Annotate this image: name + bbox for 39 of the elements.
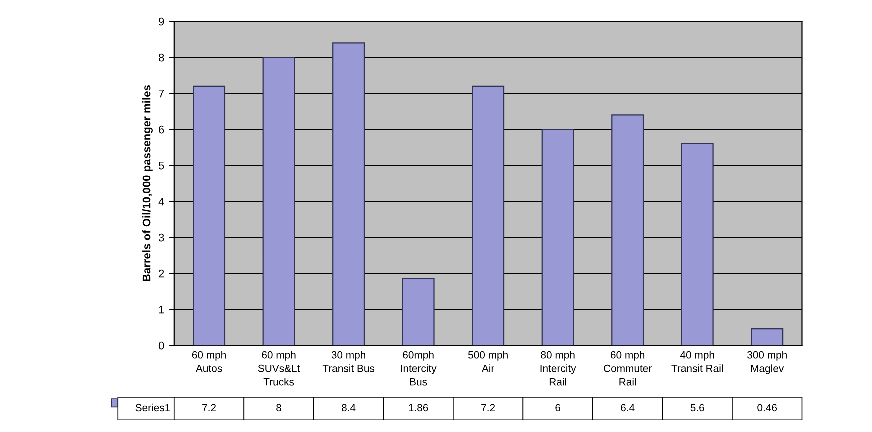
- x-tick-label: 80 mph Intercity Rail: [540, 351, 576, 386]
- x-tick-label: 60 mph SUVs&Lt Trucks: [258, 351, 300, 386]
- bar: [542, 129, 574, 346]
- bar: [472, 86, 505, 346]
- data-label: 1.86: [409, 404, 428, 412]
- y-tick-label: 6: [159, 126, 164, 134]
- x-tick-label: 30 mph Transit Bus: [322, 351, 375, 372]
- x-tick-label: 40 mph Transit Rail: [672, 351, 724, 372]
- data-label: 7.2: [482, 404, 496, 412]
- y-tick-label: 3: [158, 234, 164, 242]
- y-tick-label: 9: [159, 18, 164, 26]
- data-label: 5.6: [690, 404, 704, 412]
- y-axis-title: Barrels of Oil/10,000 passenger miles: [142, 86, 153, 282]
- y-tick-label: 7: [159, 90, 164, 98]
- bar: [193, 86, 226, 346]
- data-label: 0.46: [758, 404, 778, 412]
- bar: [612, 114, 644, 346]
- y-tick-label: 1: [159, 306, 164, 314]
- legend-label: Series1: [136, 404, 170, 412]
- y-tick-label: 8: [158, 54, 164, 62]
- data-label: 6.4: [621, 404, 635, 412]
- x-tick-label: 500 mph Air: [468, 351, 508, 372]
- data-label: 8.4: [342, 404, 356, 412]
- x-tick-label: 60 mph Autos: [192, 351, 226, 372]
- y-tick-label: 2: [159, 270, 164, 278]
- data-label: 6: [556, 404, 561, 412]
- x-tick-label: 60mph Intercity Bus: [401, 351, 437, 386]
- bar: [402, 278, 435, 346]
- data-label: 8: [276, 404, 282, 412]
- data-label: 7.2: [202, 404, 216, 412]
- bar: [332, 42, 366, 346]
- y-tick-label: 4: [158, 198, 164, 206]
- x-tick-label: 300 mph Maglev: [747, 351, 787, 374]
- y-tick-label: 5: [158, 162, 164, 170]
- bar: [681, 143, 714, 346]
- bar: [262, 57, 296, 346]
- y-tick-label: 0: [158, 342, 164, 350]
- bar: [751, 328, 784, 346]
- x-tick-label: 60 mph Commuter Rail: [604, 351, 652, 386]
